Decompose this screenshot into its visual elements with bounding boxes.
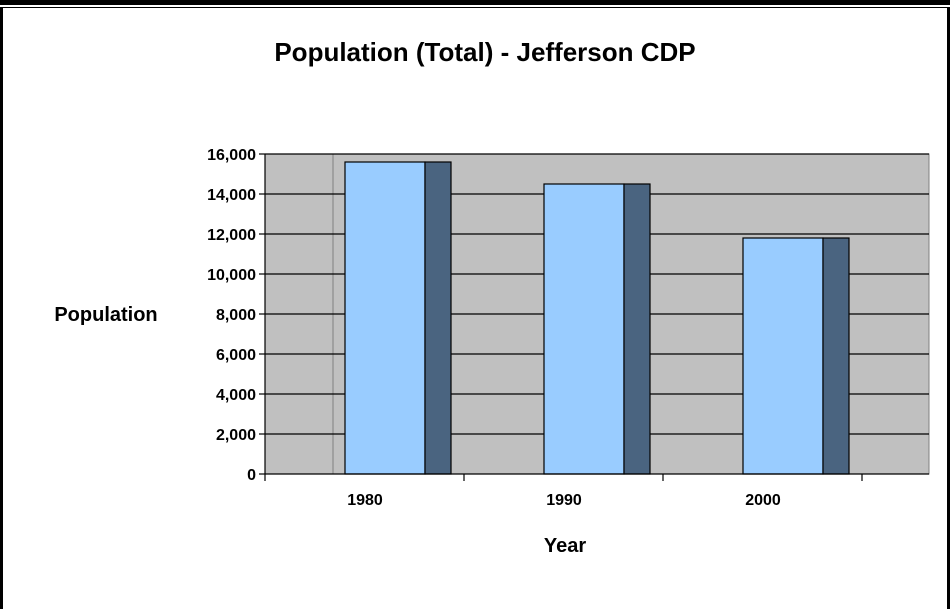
y-tick-label-3: 6,000 [216, 347, 256, 364]
bar-side-1990 [623, 183, 651, 475]
y-tick-labels: 0 2,000 4,000 6,000 8,000 10,000 12,000 14,000 1… [207, 147, 256, 484]
bar-front-1990 [543, 183, 625, 475]
x-axis-label: Year [544, 535, 586, 557]
y-tick-label-6: 12,000 [207, 227, 256, 244]
y-tick-label-5: 10,000 [207, 267, 256, 284]
bar-front-1980 [344, 161, 426, 475]
chart-title: Population (Total) - Jefferson CDP [274, 37, 695, 67]
x-tick-label-1980: 1980 [347, 492, 383, 509]
x-tick-label-2000: 2000 [745, 492, 781, 509]
bar-front-2000 [742, 237, 824, 475]
x-tick-label-1990: 1990 [546, 492, 582, 509]
y-tick-label-0: 0 [247, 467, 256, 484]
y-tick-label-2: 4,000 [216, 387, 256, 404]
axes [259, 153, 929, 481]
frame-inner-border [0, 7, 950, 8]
y-tick-label-1: 2,000 [216, 427, 256, 444]
bars [344, 161, 850, 475]
frame-right-border [947, 7, 950, 609]
x-tick-labels: 1980 1990 2000 [347, 492, 781, 509]
y-tick-label-8: 16,000 [207, 147, 256, 164]
y-axis-label: Population [54, 304, 157, 326]
bar-side-1980 [424, 161, 452, 475]
y-tick-label-7: 14,000 [207, 187, 256, 204]
frame-left-border [0, 7, 3, 609]
bar-side-2000 [822, 237, 850, 475]
y-tick-label-4: 8,000 [216, 307, 256, 324]
frame-top-border [0, 0, 950, 5]
